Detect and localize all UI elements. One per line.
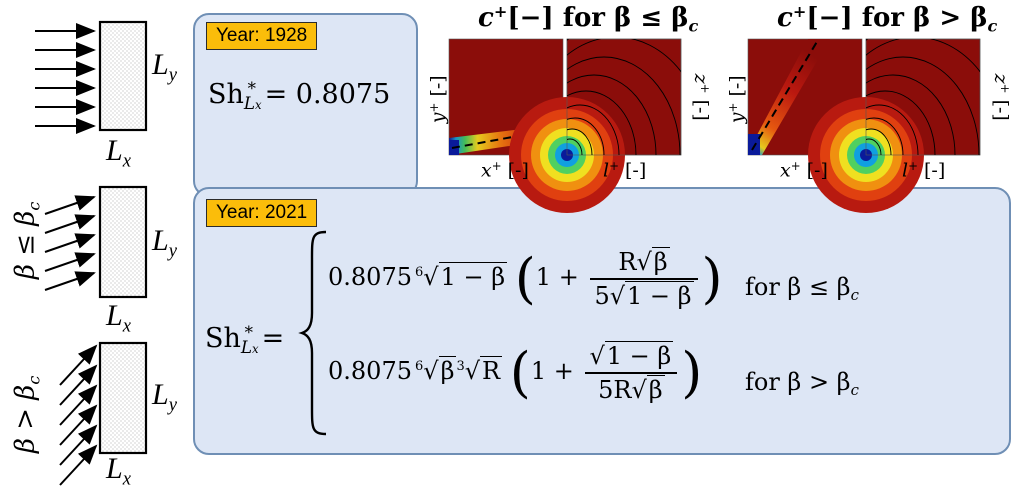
schematic-normal-flow [35,20,148,134]
contour-lines-right [866,39,980,155]
contour-lines-left [567,39,681,155]
ylabel-right: y+ [-] [725,75,749,124]
zlabel-right: z+ [-] [989,73,1013,121]
sh-2021-lhs: ShLx* = [205,322,285,358]
label-lx-1: Lx [106,134,131,172]
llabel-right: l+ [-] [902,159,946,182]
flow-schematics [35,20,148,486]
year-1928-badge: Year: 1928 [206,22,318,50]
zlabel-middle: z+ [-] [689,73,713,121]
heatmap-plots [448,38,981,213]
case-2-expression: 0.8075 6√β 3√R (1 + √1 − β 5R√β ) [328,340,703,404]
case-brace [298,230,327,436]
year-2021-badge: Year: 2021 [206,199,318,227]
sh-1928-formula: ShLx* = 0.8075 [208,78,391,114]
schematic-beta-gt [59,341,148,486]
label-ly-1: Ly [152,48,177,86]
xlabel-right: x+ [-] [780,159,828,182]
case-1-expression: 0.8075 6√1 − β (1 + R√β 5√1 − β ) [328,246,723,310]
label-beta-le: β ≤ βc [10,201,44,280]
ylabel-left: y+ [-] [426,75,450,124]
label-beta-gt: β > βc [10,375,44,454]
label-lx-3: Lx [106,452,131,490]
label-ly-3: Ly [152,378,177,416]
plot-title-right: c+[−] for β > βc [777,2,998,36]
year-2021-panel [193,187,1011,455]
schematic-beta-le [44,185,148,299]
xlabel-left: x+ [-] [481,159,529,182]
case-2-condition: for β > βc [745,368,859,400]
llabel-left: l+ [-] [603,159,647,182]
plot-title-left: c+[−] for β ≤ βc [478,2,699,36]
label-lx-2: Lx [106,299,131,337]
label-ly-2: Ly [152,224,177,262]
case-1-condition: for β ≤ βc [745,273,859,305]
